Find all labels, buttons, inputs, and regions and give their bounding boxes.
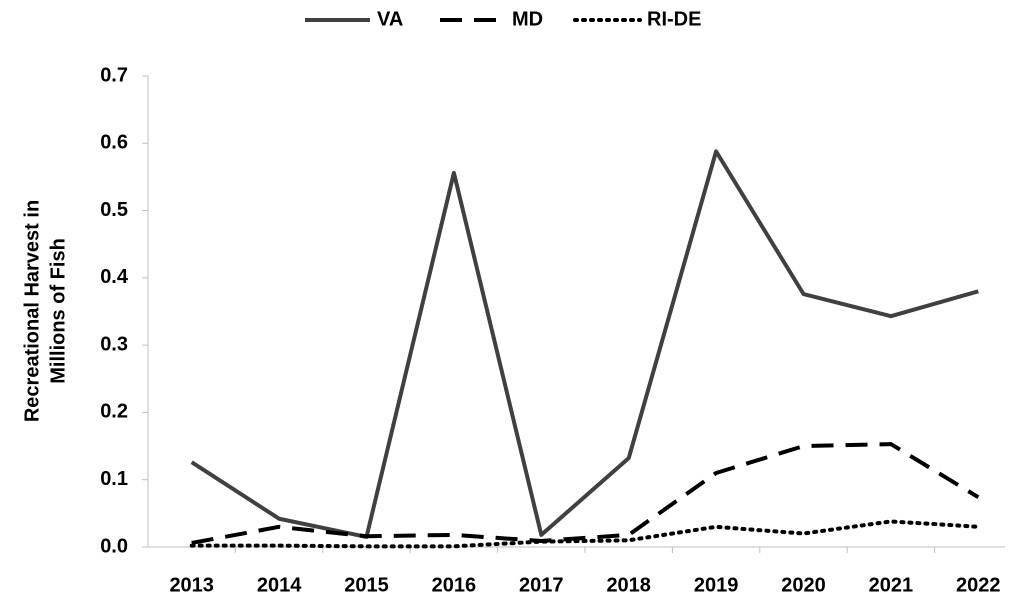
y-tick-label: 0.0 <box>100 535 128 557</box>
series-line <box>190 149 979 539</box>
x-tick-label: 2021 <box>869 574 914 596</box>
series-line <box>189 519 981 549</box>
y-tick-label: 0.5 <box>100 199 128 221</box>
legend-label: RI-DE <box>647 8 701 30</box>
y-axis-title: Recreational Harvest in Millions of Fish <box>21 200 69 422</box>
x-tick-label: 2019 <box>694 574 739 596</box>
x-tick-label: 2016 <box>432 574 477 596</box>
y-tick-label: 0.7 <box>100 64 128 86</box>
x-tick-label: 2022 <box>956 574 1001 596</box>
x-tick-label: 2017 <box>519 574 564 596</box>
x-tick-label: 2015 <box>344 574 389 596</box>
series-line <box>191 442 980 545</box>
y-tick-label: 0.2 <box>100 401 128 423</box>
y-tick-label: 0.1 <box>100 468 128 490</box>
y-tick-label: 0.3 <box>100 333 128 355</box>
legend-label: MD <box>512 8 543 30</box>
legend-label: VA <box>377 8 403 30</box>
x-tick-label: 2013 <box>169 574 214 596</box>
y-tick-label: 0.6 <box>100 132 128 154</box>
y-tick-label: 0.4 <box>100 266 129 288</box>
y-axis-title-line: Millions of Fish <box>47 238 69 384</box>
x-tick-label: 2018 <box>606 574 651 596</box>
x-tick-label: 2020 <box>781 574 826 596</box>
y-axis-title-line: Recreational Harvest in <box>21 200 43 422</box>
x-tick-label: 2014 <box>257 574 302 596</box>
